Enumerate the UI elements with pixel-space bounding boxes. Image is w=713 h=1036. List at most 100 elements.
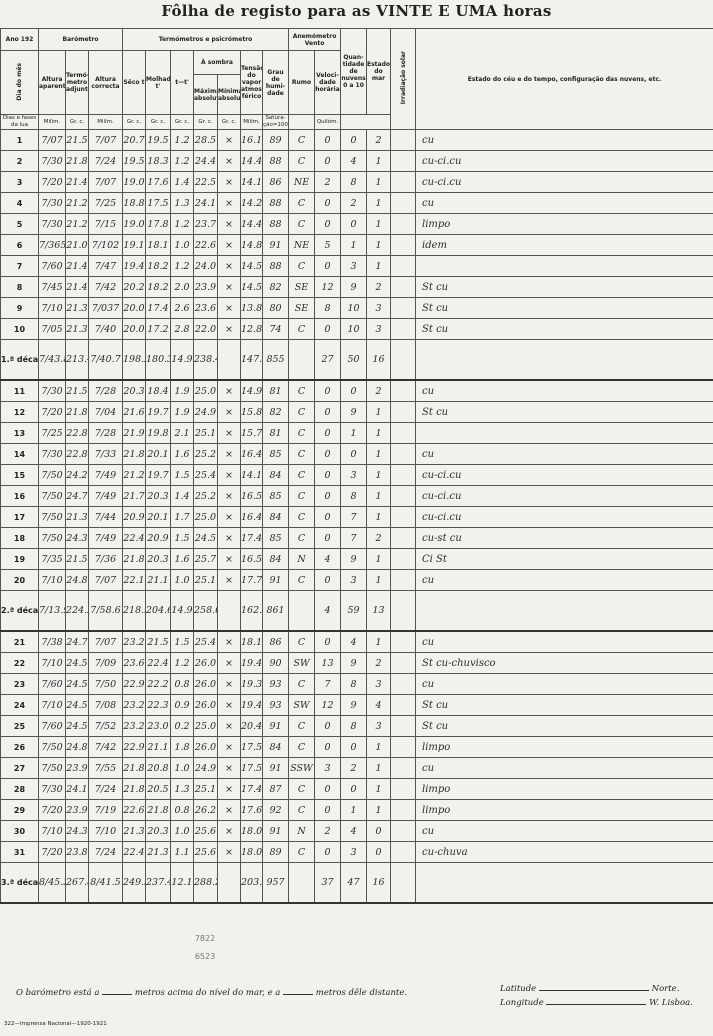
irradiation-cell [390,506,417,528]
value-cell: 20.5 [145,778,171,800]
value-cell: C [288,150,316,172]
column-header: Altura correcta [88,50,123,115]
irradiation-cell [390,234,417,256]
column-header: Dia do mês [0,50,39,115]
value-cell: 0 [314,799,342,821]
value-cell: 4 [314,590,342,632]
value-cell: 1 [340,799,368,821]
value-cell: 3 [366,673,392,695]
footer-line: O barómetro está a metros acima do nível… [16,986,407,998]
value-cell: 20.8 [145,757,171,779]
value-cell: 7/24 [88,778,123,800]
value-cell: 9 [340,276,368,298]
footer-text: metros acima do nível do mar, e a [134,988,281,998]
irradiation-cell [390,778,417,800]
register-row: 3.ª década8/45.3267.88/41.5249.5237.412.… [0,862,713,904]
value-cell: 0 [314,401,342,423]
day-cell: 3 [0,171,39,193]
value-cell: 1.3 [170,778,194,800]
value-cell: 8/45.3 [38,862,66,904]
value-cell: 0 [314,318,342,340]
column-label: Irradiação solar [399,51,407,105]
value-cell: 7/037 [88,297,123,319]
value-cell: 0 [314,213,342,235]
value-cell: 1 [366,778,392,800]
value-cell: × [217,234,241,256]
value-cell: 2 [314,171,342,193]
value-cell [217,590,241,632]
weather-cell: cu-ci.cu [415,506,713,528]
footer-text: W. Lisboa. [649,998,693,1008]
value-cell: 9 [340,548,368,570]
unit: Gr. c. [65,114,89,130]
value-cell: 26.0 [193,694,218,716]
irradiation-cell [390,129,417,151]
value-cell: 84 [261,548,290,570]
value-cell: 20.3 [145,548,171,570]
value-cell [288,862,316,904]
value-cell: 17.47 [240,778,263,800]
value-cell: 10 [340,297,368,319]
blank [102,986,133,995]
value-cell: 267.8 [65,862,89,904]
title: Fôlha de registo para as VINTE E UMA hor… [161,2,552,20]
day-cell: 1 [0,129,39,151]
value-cell: × [217,820,241,842]
value-cell: 88 [261,192,290,214]
value-cell: 1.4 [170,171,194,193]
value-cell: 18.3 [145,150,171,172]
value-cell: 7/50 [38,485,66,507]
weather-cell: limpo [415,213,713,235]
value-cell: 21.3 [65,506,89,528]
irradiation-cell [390,422,417,444]
unit: Gr. c. [122,114,146,130]
value-cell: 21.3 [122,820,146,842]
value-cell: 7/365 [38,234,66,256]
value-cell: 86 [261,630,290,653]
value-cell: 7/24 [88,841,123,863]
value-cell: 861 [261,590,290,632]
value-cell: 17.8 [145,213,171,235]
weather-cell: limpo [415,799,713,821]
value-cell: 4 [340,150,368,172]
value-cell: × [217,652,241,674]
value-cell: 7/30 [38,379,66,402]
value-cell: 3 [340,464,368,486]
value-cell: 16 [366,862,392,904]
value-cell: 24.5 [193,527,218,549]
value-cell: 18.2 [145,255,171,277]
value-cell: 21.5 [65,548,89,570]
value-cell: 23.6 [193,297,218,319]
column-label: Dia do mês [16,62,23,101]
value-cell: 15.88 [240,401,263,423]
value-cell: 21.2 [122,464,146,486]
value-cell: 24.8 [65,569,89,591]
value-cell: 91 [261,820,290,842]
value-cell: 18.09 [240,841,263,863]
value-cell: 21.8 [122,443,146,465]
value-cell: 15.77 [240,422,263,444]
value-cell: 1.5 [170,527,194,549]
irradiation-cell [390,464,417,486]
value-cell: 24.3 [65,527,89,549]
value-cell: × [217,778,241,800]
weather-cell: cu [415,673,713,695]
value-cell: 7/10 [88,820,123,842]
value-cell: × [217,150,241,172]
register-row: 157/5024.27/4921.219.71.525.4×14.1184C03… [0,464,713,486]
value-cell: × [217,485,241,507]
irradiation-cell [390,192,417,214]
value-cell: 22.6 [122,799,146,821]
value-cell: 7/19 [88,799,123,821]
value-cell: 0 [314,464,342,486]
value-cell: 3 [366,318,392,340]
printer-line: 322—Imprensa Nacional—1920-1921 [4,1021,107,1027]
value-cell: 7/35 [38,548,66,570]
value-cell: 1.2 [170,255,194,277]
value-cell: 1 [366,401,392,423]
value-cell: 26.0 [193,736,218,758]
weather-cell: St cu [415,694,713,716]
value-cell: 0 [314,527,342,549]
